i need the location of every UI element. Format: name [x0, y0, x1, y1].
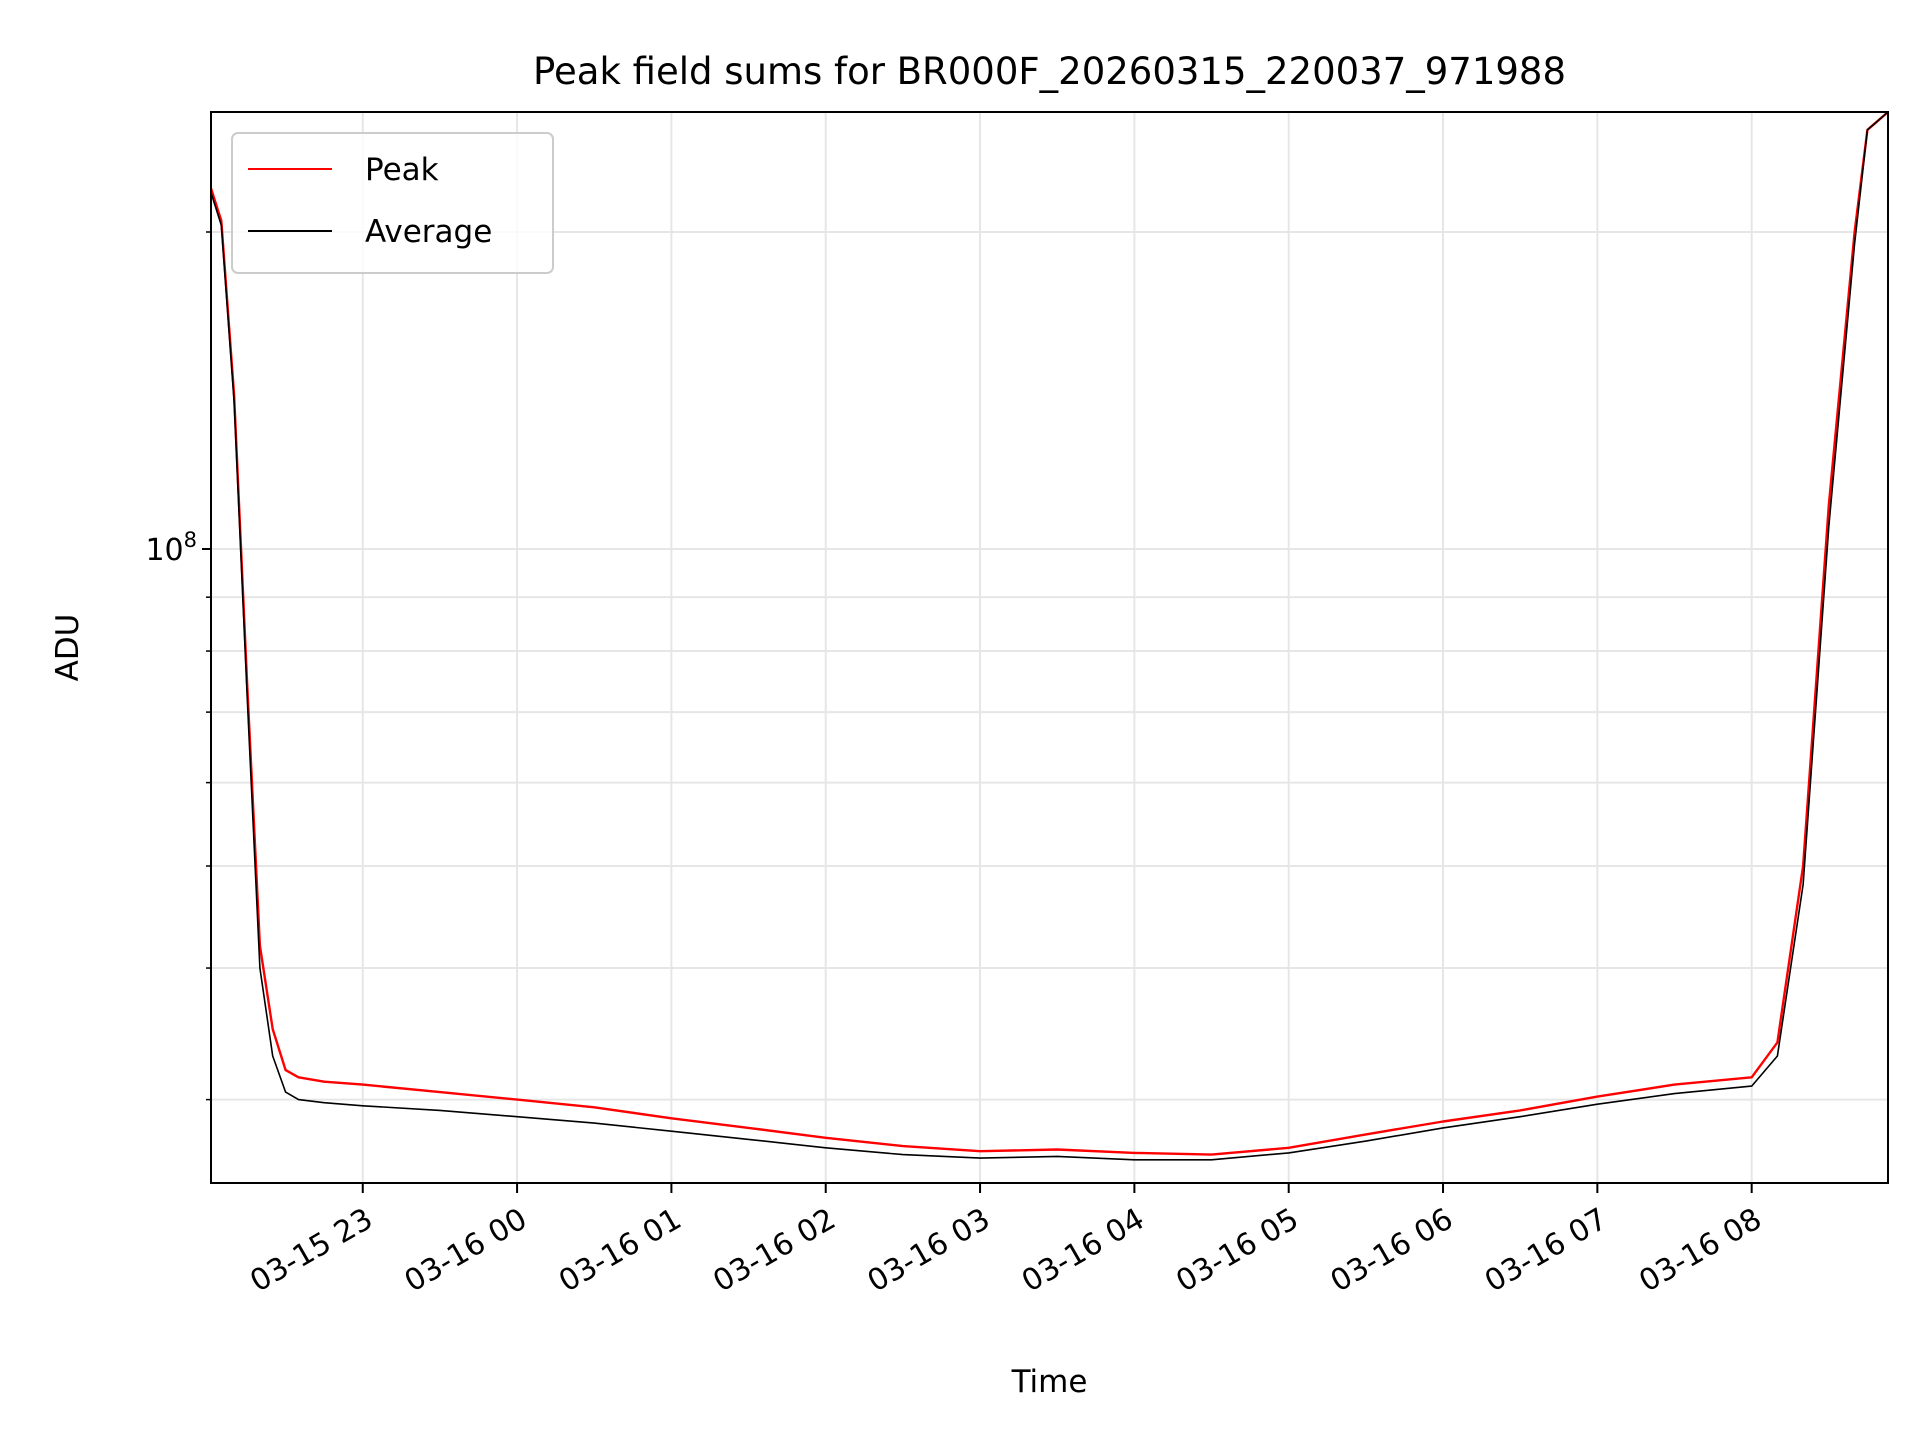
- chart-title: Peak field sums for BR000F_20260315_2200…: [533, 50, 1566, 93]
- y-axis-title: ADU: [50, 614, 86, 682]
- series-line-peak: [211, 112, 1888, 1156]
- x-axis-title: Time: [1011, 1364, 1088, 1400]
- legend-label-average: Average: [365, 214, 492, 250]
- plot-frame: [210, 111, 1889, 1184]
- legend: Peak Average: [231, 132, 554, 274]
- plot-series: [211, 112, 1888, 1161]
- series-line-average: [211, 112, 1888, 1161]
- y-tick-label: 108: [145, 528, 197, 568]
- legend-label-peak: Peak: [365, 152, 439, 188]
